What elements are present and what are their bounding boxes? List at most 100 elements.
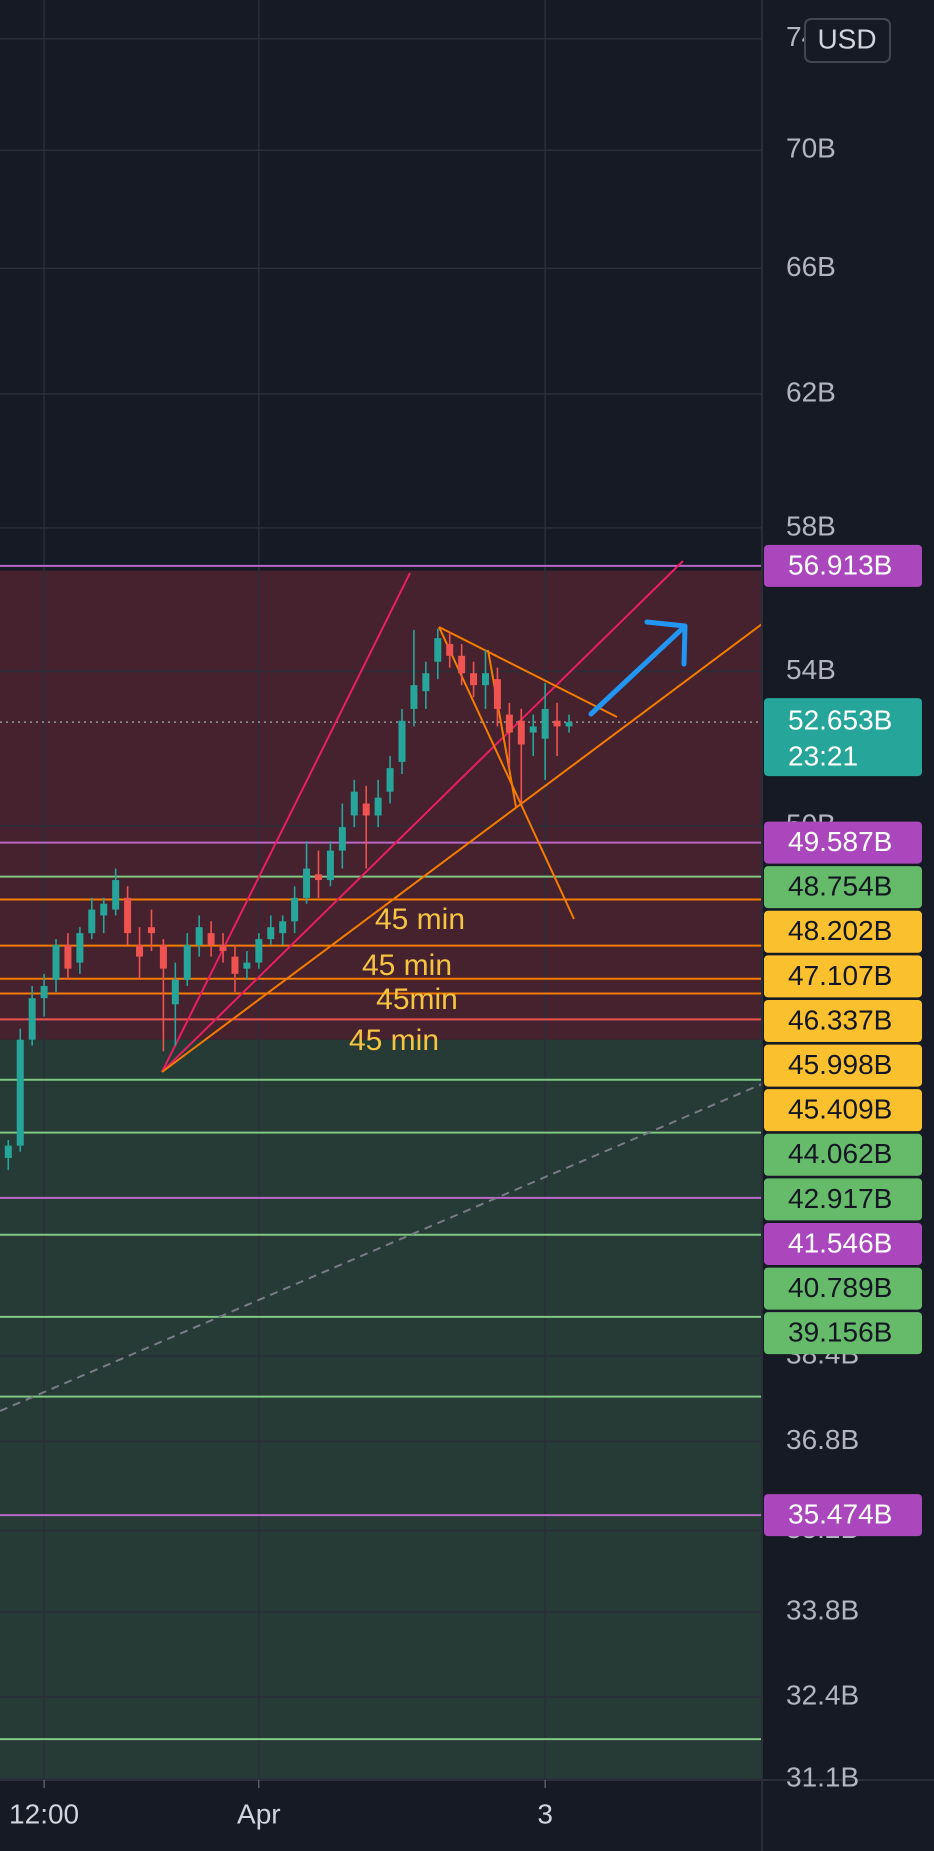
candle-body	[40, 985, 48, 999]
candle-body	[505, 714, 513, 733]
candle-body	[147, 927, 155, 934]
level-tag	[764, 1267, 922, 1310]
level-tag	[764, 544, 922, 587]
candle-body	[422, 673, 430, 692]
y-tick-label: 58B	[786, 510, 836, 541]
candle-body	[398, 720, 406, 762]
grid	[0, 0, 762, 1781]
level-tag-label: 48.202B	[788, 915, 892, 946]
y-tick-label: 62B	[786, 376, 836, 407]
level-tag-label: 47.107B	[788, 960, 892, 991]
candle-body	[565, 722, 573, 727]
candle-body	[291, 897, 299, 922]
x-tick-label: Apr	[237, 1798, 281, 1829]
trendline	[161, 560, 684, 1073]
currency-button-frame[interactable]	[804, 18, 891, 63]
level-tag	[764, 955, 922, 998]
level-tag-label: 56.913B	[788, 549, 892, 580]
candle-body	[231, 956, 239, 974]
candle-body	[350, 791, 358, 816]
candle-body	[28, 998, 36, 1040]
level-tag-label: 45.409B	[788, 1094, 892, 1125]
level-tag-label: 45.998B	[788, 1049, 892, 1080]
y-tick-label: 36.8B	[786, 1424, 859, 1455]
candle-body	[243, 962, 251, 969]
triangle-edge	[487, 649, 517, 808]
candle-body	[195, 927, 203, 946]
candle-body	[76, 933, 84, 963]
candle-body	[16, 1039, 24, 1146]
level-tag	[764, 1222, 922, 1265]
candle-body	[338, 827, 346, 851]
candle-body	[279, 921, 287, 934]
y-tick-label: 33.8B	[786, 1595, 859, 1626]
candle-body	[136, 945, 144, 957]
x-tick-label: 12:00	[9, 1798, 79, 1829]
candle-body	[124, 897, 132, 934]
arrow-head	[644, 619, 688, 667]
level-tag-label: 49.587B	[788, 826, 892, 857]
candle-body	[64, 945, 72, 969]
candle-body	[362, 803, 370, 816]
annotation: 45 min	[375, 903, 465, 936]
level-tag-label: 40.789B	[788, 1272, 892, 1303]
level-tag-label: 46.337B	[788, 1004, 892, 1035]
levels	[0, 564, 762, 1741]
candle-body	[529, 726, 537, 733]
level-tag	[764, 821, 922, 864]
candle-body	[183, 945, 191, 980]
arrow	[588, 619, 688, 717]
level-tag	[764, 1178, 922, 1221]
annotation: 45 min	[362, 949, 452, 982]
level-tag	[764, 1133, 922, 1176]
dashed-trendline	[0, 1083, 763, 1412]
candle-body	[493, 679, 501, 709]
last-price-label: 52.653B	[788, 704, 892, 735]
y-tick-label: 31.1B	[786, 1762, 859, 1793]
last-price-tag	[764, 698, 922, 777]
currency-button[interactable]: USD	[804, 18, 891, 63]
candle-body	[470, 673, 478, 686]
level-tag	[764, 910, 922, 953]
candle-body	[434, 638, 442, 662]
triangle-edge	[438, 626, 618, 718]
candle-body	[374, 797, 382, 816]
level-tag	[764, 1494, 922, 1537]
candle-body	[267, 927, 275, 940]
level-tag-label: 42.917B	[788, 1183, 892, 1214]
price-tags: 56.913B 49.587B 48.754B 48.202B 47.107B 46.33…	[764, 544, 922, 1537]
candle-body	[52, 945, 60, 980]
candle-body	[517, 720, 525, 745]
candle-body	[303, 868, 311, 898]
annotations: 45 min 45 min 45min 45 min	[349, 903, 465, 1057]
level-tag	[764, 999, 922, 1042]
level-tag-label: 44.062B	[788, 1138, 892, 1169]
candle-body	[326, 850, 334, 881]
level-tag	[764, 1312, 922, 1355]
countdown: 23:21	[788, 740, 858, 771]
candle-body	[446, 644, 454, 656]
x-tick-label: 3	[537, 1798, 553, 1829]
currency-label[interactable]: USD	[817, 23, 876, 54]
candle-body	[171, 979, 179, 1005]
y-tick-label: 54B	[786, 654, 836, 685]
candle-body	[100, 903, 108, 916]
candle-body	[410, 685, 418, 709]
zones	[0, 570, 762, 1780]
y-tick-label: 70B	[786, 133, 836, 164]
candle-body	[88, 909, 96, 934]
arrow-shaft	[588, 625, 686, 717]
candle-body	[112, 880, 120, 910]
level-tag-label: 41.546B	[788, 1227, 892, 1258]
trendline	[161, 623, 763, 1073]
candle-body	[553, 720, 561, 727]
level-tag	[764, 1044, 922, 1087]
level-tag-label: 48.754B	[788, 871, 892, 902]
candle-body	[458, 655, 466, 674]
candle-body	[386, 768, 394, 792]
candle-body	[207, 933, 215, 946]
candle-body	[482, 673, 489, 686]
annotation: 45 min	[349, 1024, 439, 1057]
